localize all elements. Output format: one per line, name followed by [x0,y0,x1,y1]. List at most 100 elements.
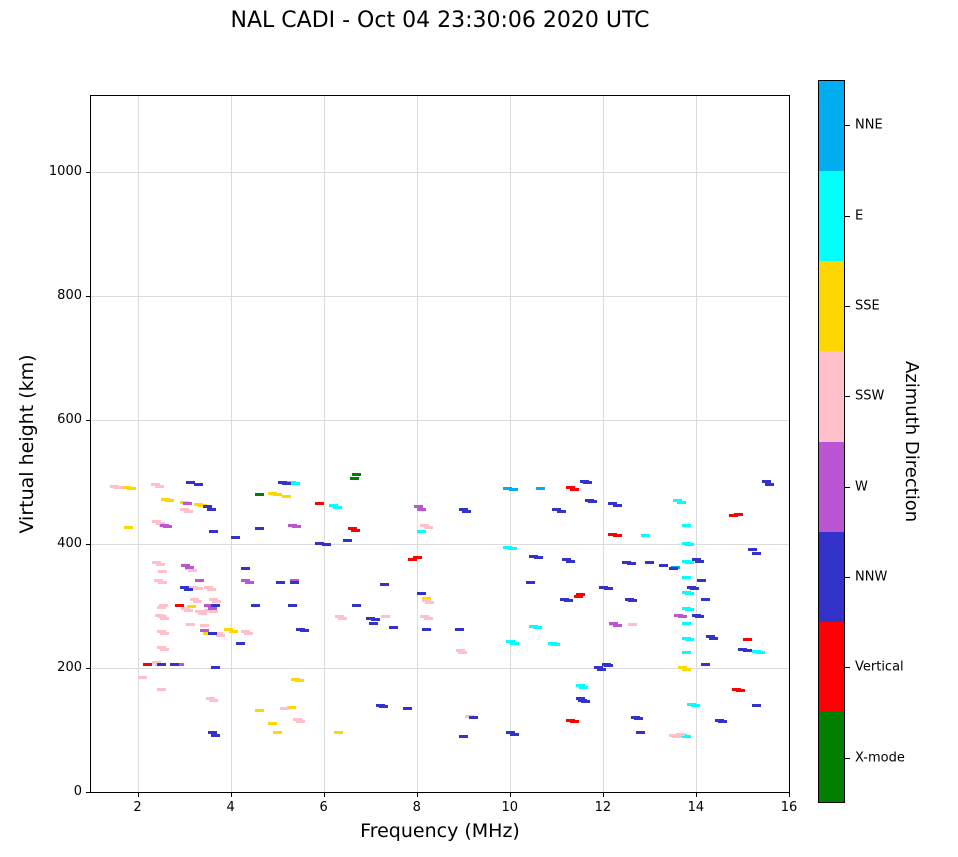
echo-point-nnw [701,663,711,667]
echo-point-ssw [157,570,167,574]
echo-point-e [532,625,542,629]
colorbar-segment-x-mode [819,711,844,802]
echo-point-ssw [155,521,165,525]
echo-point-vertical [351,528,361,532]
echo-point-e [756,651,766,655]
echo-point-nnw [207,632,217,636]
colorbar-tick [845,757,850,759]
echo-point-nnw [659,563,669,567]
echo-point-sse [165,499,175,503]
echo-point-nnw [403,706,413,710]
echo-point-e [503,545,513,549]
echo-point-nnw [210,666,220,670]
echo-point-ssw [156,605,166,609]
echo-point-e [640,533,650,537]
echo-point-nnw [454,627,464,631]
echo-point-ssw [189,585,199,589]
echo-point-e [681,524,691,528]
echo-point-e [508,547,518,551]
echo-point-ssw [205,696,215,700]
echo-point-ssw [204,585,214,589]
echo-point-ssw [208,610,218,614]
echo-point-nnw [207,731,217,735]
x-gridline [230,96,232,792]
colorbar-segment-w [819,441,844,532]
x-gridline [416,96,418,792]
echo-point-nnw [288,604,298,608]
colorbar-category-label-ssw: SSW [855,388,885,404]
echo-point-w [180,563,190,567]
echo-point-ssw [152,519,162,523]
colorbar-tick [845,215,850,217]
echo-point-nnw [389,625,399,629]
echo-point-nnw [764,482,774,486]
colorbar-category-label-nne: NNE [855,117,883,133]
echo-point-ssw [194,586,204,590]
echo-point-nnw [352,604,362,608]
echo-point-e [685,638,695,642]
echo-point-sse [677,665,687,669]
echo-point-w [245,581,255,585]
echo-point-w [184,565,194,569]
echo-point-nnw [210,604,220,608]
echo-point-nnw [694,559,704,563]
echo-point-nnw [250,604,260,608]
echo-point-w [182,501,192,505]
echo-point-nne [508,488,518,492]
echo-point-vertical [573,594,583,598]
echo-point-vertical [175,604,185,608]
echo-point-ssw [157,581,167,585]
x-tick [789,793,790,797]
echo-point-vertical [733,513,743,517]
echo-point-nnw [210,733,220,737]
echo-point-vertical [575,593,585,597]
echo-point-nnw [300,629,310,633]
echo-point-ssw [199,624,209,628]
echo-point-nnw [342,539,352,543]
echo-point-vertical [347,526,357,530]
echo-point-nnw [529,554,539,558]
echo-point-nnw [583,481,593,485]
echo-point-w [417,507,427,511]
echo-point-nnw [694,614,704,618]
colorbar-tick [845,396,850,398]
echo-point-nnw [422,627,432,631]
echo-point-ssw [156,630,166,634]
echo-point-nnw [622,560,632,564]
echo-point-ssw [188,568,198,572]
echo-point-sse [294,679,304,683]
echo-point-nnw [180,585,190,589]
echo-point-nnw [696,579,706,583]
colorbar-segment-nne [819,81,844,172]
colorbar-category-label-nnw: NNW [855,569,888,585]
echo-point-nnw [708,636,718,640]
echo-point-sse [267,721,277,725]
echo-point-nnw [417,591,427,595]
echo-point-vertical [612,534,622,538]
colorbar-segment-ssw [819,351,844,442]
echo-point-nnw [578,698,588,702]
y-tick [86,543,90,545]
echo-point-nnw [203,505,213,509]
y-tick-label: 800 [57,287,82,303]
colorbar-category-label-x-mode: X-mode [855,750,905,766]
echo-point-sse [121,485,131,489]
echo-point-ssw [155,562,165,566]
echo-point-ssw [156,688,166,692]
echo-point-ssw [672,735,682,739]
echo-point-nnw [380,582,390,586]
echo-point-nnw [231,536,241,540]
colorbar-tick [845,577,850,579]
echo-point-ssw [180,607,190,611]
echo-point-ssw [240,630,250,634]
echo-point-nnw [368,621,378,625]
echo-point-ssw [180,508,190,512]
colorbar-tick [845,486,850,488]
echo-point-sse [282,495,292,499]
echo-point-nnw [315,542,324,546]
echo-point-w [199,629,209,633]
y-tick [86,295,90,297]
echo-point-e [551,643,561,647]
echo-point-vertical [743,638,753,642]
echo-point-ssw [197,612,207,616]
